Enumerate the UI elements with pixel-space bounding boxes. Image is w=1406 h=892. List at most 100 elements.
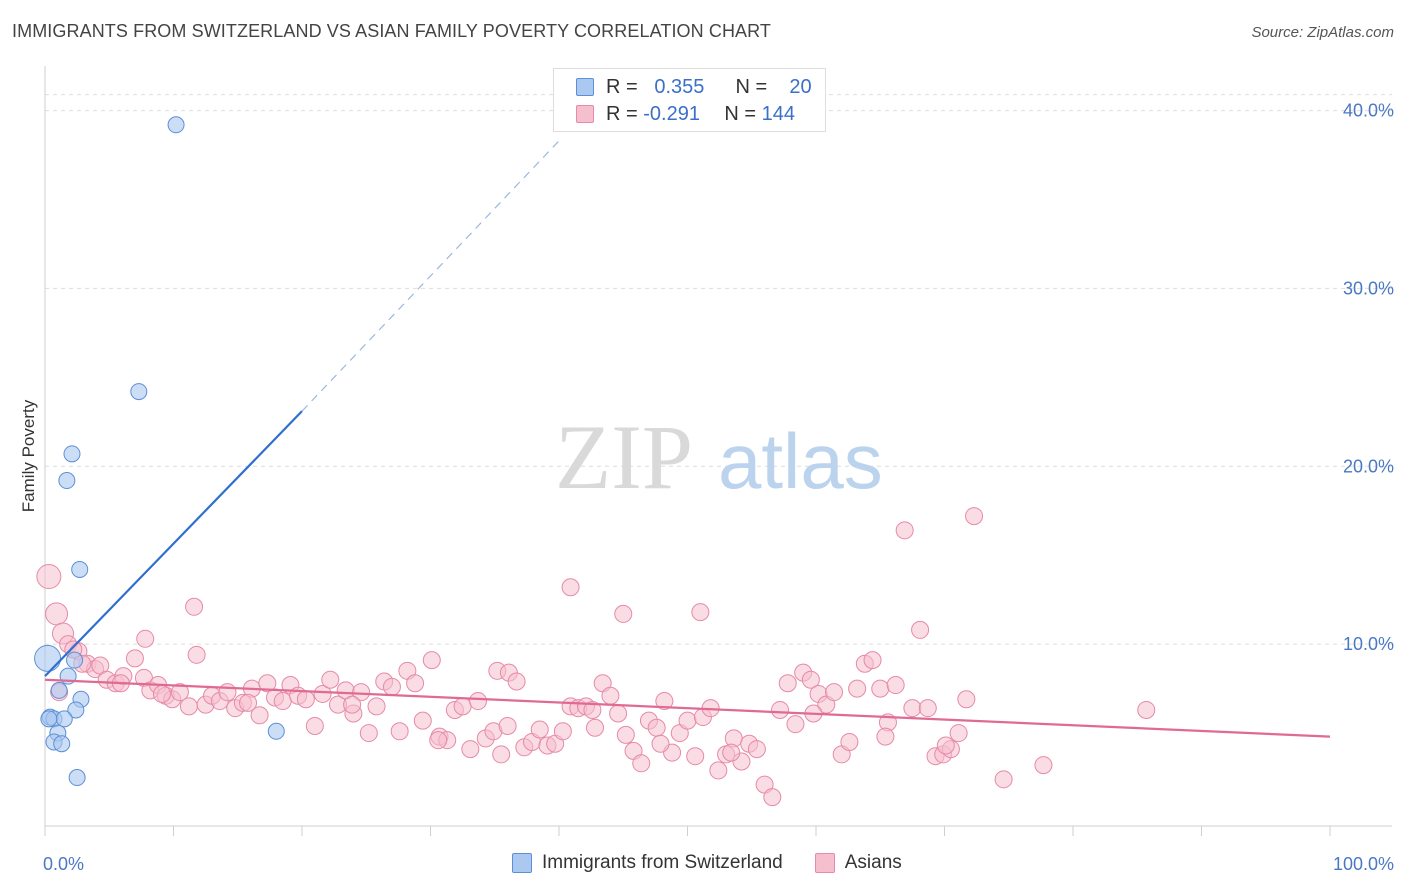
asians-point: [949, 724, 968, 743]
asians-point: [461, 740, 480, 759]
asians-point: [36, 564, 62, 590]
asians-point: [903, 699, 922, 718]
asians-point: [957, 690, 976, 709]
asians-point: [771, 700, 790, 719]
watermark-atlas: atlas: [718, 417, 883, 505]
asians-point: [647, 718, 666, 737]
y-tick-label: 40.0%: [1343, 101, 1394, 121]
asians-point: [886, 676, 905, 695]
swiss-point: [71, 560, 89, 578]
legend-label-asians: Asians: [844, 852, 902, 873]
y-tick-label: 10.0%: [1343, 634, 1394, 654]
asians-point: [616, 725, 635, 744]
legend-r-label: R =: [606, 75, 638, 98]
swiss-swatch-icon: [576, 78, 594, 96]
asians-point: [382, 677, 401, 696]
asians-point: [413, 711, 432, 730]
swiss-point: [55, 710, 73, 728]
swiss-points: [34, 116, 285, 787]
legend-n-value: 144: [761, 102, 795, 125]
asians-point: [863, 651, 882, 670]
asians-point: [187, 645, 206, 664]
asians-point: [429, 731, 448, 750]
asians-point: [678, 711, 697, 730]
asians-point: [691, 603, 710, 622]
asians-point: [406, 674, 425, 693]
asians-point: [876, 727, 895, 746]
asians-point: [250, 706, 269, 725]
asians-point: [965, 507, 984, 526]
asians-point: [655, 692, 674, 711]
asians-point: [218, 683, 237, 702]
watermark-zip: ZIP: [555, 406, 693, 508]
asians-point: [179, 697, 198, 716]
source-note: Source: ZipAtlas.com: [1251, 24, 1394, 41]
legend-r-label: R =: [606, 102, 638, 125]
y-tick-label: 20.0%: [1343, 456, 1394, 476]
swiss-point: [66, 651, 84, 669]
asians-point: [185, 597, 204, 616]
asians-point: [125, 649, 144, 668]
asians-point: [390, 722, 409, 741]
asians-point: [507, 672, 526, 691]
asians-point: [239, 693, 258, 712]
asians-point: [313, 684, 332, 703]
swiss-point: [50, 681, 68, 699]
asians-point: [136, 629, 155, 648]
chart-title: IMMIGRANTS FROM SWITZERLAND VS ASIAN FAM…: [12, 21, 772, 41]
swiss-point: [58, 472, 76, 490]
asians-point: [918, 699, 937, 718]
asians-point: [848, 679, 867, 698]
legend-n-value: 20: [789, 75, 812, 98]
swiss-point: [53, 735, 71, 753]
asians-point: [469, 692, 488, 711]
swiss-point: [40, 710, 58, 728]
y-tick-label: 30.0%: [1343, 278, 1394, 298]
asians-point: [840, 732, 859, 751]
asians-point: [553, 722, 572, 741]
asians-point: [453, 697, 472, 716]
asians-point: [895, 521, 914, 540]
legend-label-swiss: Immigrants from Switzerland: [542, 852, 783, 873]
legend-r-value: 0.355: [654, 75, 705, 98]
swiss-point: [68, 769, 86, 787]
swiss-trend-extension: [301, 140, 560, 412]
swiss-swatch-icon: [512, 853, 532, 873]
asians-point: [296, 690, 315, 709]
asians-point: [498, 716, 517, 735]
asians-point: [170, 683, 189, 702]
asians-point: [709, 761, 728, 780]
asians-point: [492, 745, 511, 764]
asians-point: [561, 578, 580, 597]
legend-n-label: N =: [735, 75, 768, 98]
legend-n-label: N =: [724, 102, 757, 125]
x-tick-label: 0.0%: [43, 854, 84, 874]
legend-row-swiss: R = 0.355 N = 20: [576, 75, 812, 99]
asians-point: [422, 651, 441, 670]
legend-item-swiss: Immigrants from Switzerland: [512, 852, 783, 874]
asians-point: [824, 683, 843, 702]
swiss-point: [67, 701, 85, 719]
asians-trend-line: [44, 678, 1331, 738]
asians-point: [936, 736, 955, 755]
asians-point: [786, 715, 805, 734]
swiss-point: [130, 383, 148, 401]
asians-point: [911, 620, 930, 639]
asians-point: [651, 734, 670, 753]
asians-point: [321, 670, 340, 689]
asians-point: [614, 604, 633, 623]
trend-lines: [44, 140, 1331, 738]
asians-point: [530, 720, 549, 739]
asians-swatch-icon: [576, 105, 594, 123]
series-legend: Immigrants from Switzerland Asians: [512, 852, 934, 874]
asians-point: [305, 716, 324, 735]
y-axis-label: Family Poverty: [19, 399, 38, 512]
asians-point: [747, 740, 766, 759]
asians-point: [763, 788, 782, 807]
asians-points: [36, 507, 1156, 807]
asians-point: [778, 674, 797, 693]
asians-point: [583, 700, 602, 719]
axes: [44, 66, 1392, 836]
swiss-point: [63, 445, 81, 463]
